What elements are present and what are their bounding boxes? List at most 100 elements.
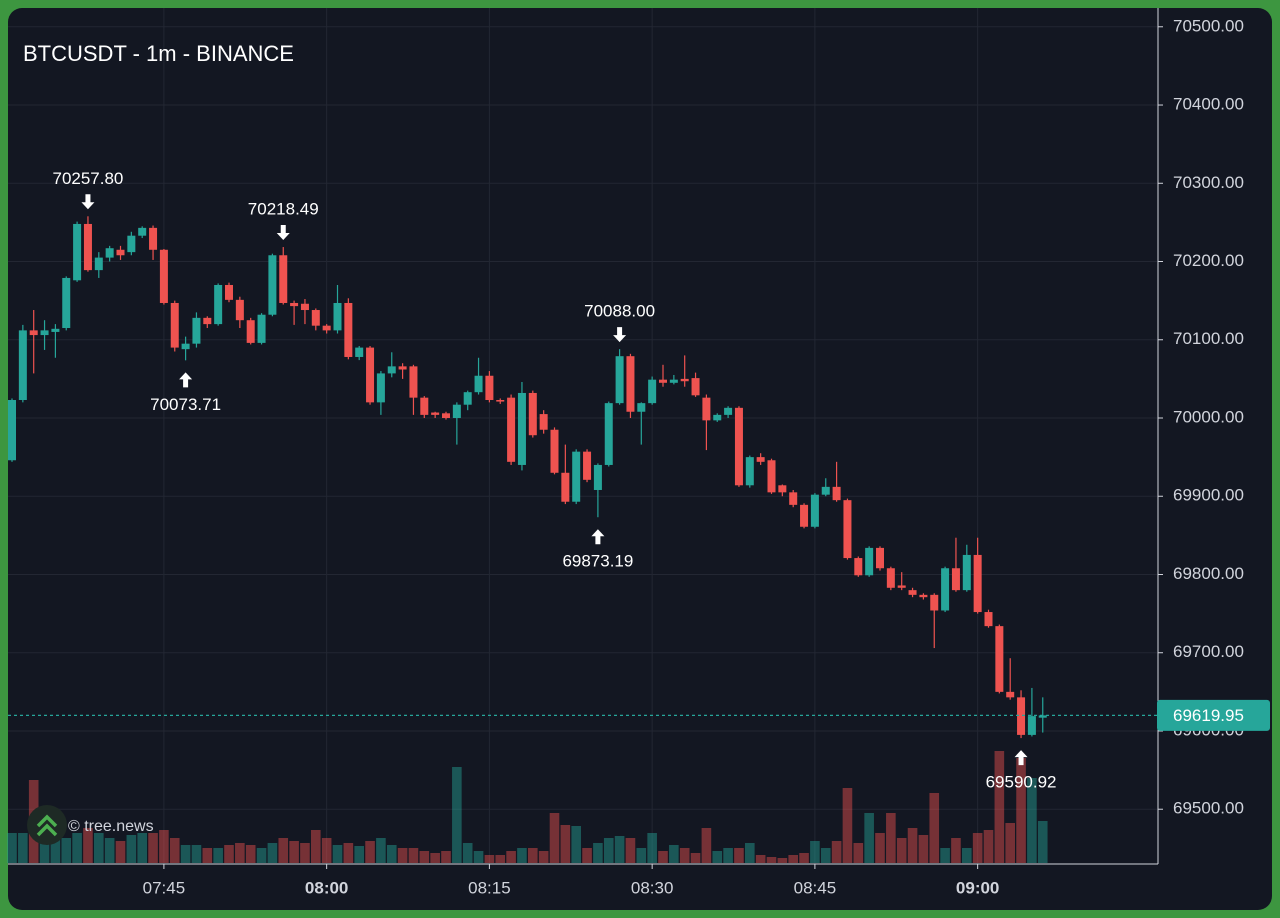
volume-bar <box>473 851 484 863</box>
volume-bar <box>734 848 744 863</box>
candle-body <box>854 558 863 576</box>
volume-bar <box>126 835 137 863</box>
volume-bar <box>788 855 798 863</box>
volume-bar <box>940 848 950 863</box>
volume-bar <box>918 835 929 863</box>
candle-body <box>593 464 602 490</box>
volume-bar <box>213 848 223 863</box>
candle-body <box>702 397 711 421</box>
candle-body <box>29 330 38 336</box>
volume-bar <box>18 833 28 863</box>
high-label: 70088.00 <box>584 302 655 321</box>
candle-body <box>149 227 158 250</box>
candle-body <box>333 302 342 331</box>
candle-body <box>832 486 841 501</box>
high-arrow <box>81 194 95 210</box>
candle-body <box>843 500 852 559</box>
volume-bar <box>614 836 625 863</box>
candle-body <box>734 407 743 486</box>
volume-bar <box>137 833 147 863</box>
volume-bar <box>636 848 647 863</box>
candle-body <box>1027 716 1036 735</box>
volume-bar <box>603 838 614 863</box>
candle-body <box>1038 715 1047 718</box>
volume-bar <box>755 855 766 863</box>
candle-body <box>268 255 277 315</box>
volume-bar <box>104 838 115 863</box>
volume-bar <box>994 751 1005 863</box>
candle-body <box>496 400 505 402</box>
candle-body <box>127 235 136 253</box>
volume-bar <box>83 828 93 863</box>
volume-bar <box>951 838 961 863</box>
candle-body <box>626 356 635 412</box>
candle-body <box>398 366 407 370</box>
candle-body <box>138 227 147 236</box>
candle-body <box>756 457 765 462</box>
volume-bar <box>875 833 885 863</box>
volume-bar <box>647 833 657 863</box>
volume-bar <box>180 845 191 863</box>
volume-bar <box>256 848 267 863</box>
volume-bar <box>300 843 310 863</box>
candle-body <box>962 554 971 591</box>
volume-bar <box>745 843 755 863</box>
candle-body <box>930 594 939 611</box>
candle-body <box>528 392 537 436</box>
candle-body <box>300 303 309 311</box>
volume-bar <box>7 833 17 863</box>
candle-body <box>637 403 646 412</box>
candle-body <box>214 284 223 325</box>
candle-body <box>973 554 982 613</box>
volume-bar <box>962 848 972 863</box>
candle-body <box>583 451 592 480</box>
y-tick-label: 69700.00 <box>1173 642 1244 661</box>
candle-body <box>550 429 559 473</box>
candle-body <box>62 277 71 329</box>
volume-bar <box>321 838 332 863</box>
candle-body <box>865 547 874 576</box>
low-arrow <box>179 372 193 388</box>
candle-body <box>669 379 678 383</box>
candle-body <box>604 403 613 465</box>
volume-bar <box>235 843 245 863</box>
volume-bar <box>669 845 679 863</box>
volume-bar <box>560 825 571 863</box>
volume-bar <box>1027 778 1037 863</box>
candle-body <box>680 378 689 382</box>
volume-bar <box>712 851 723 863</box>
low-arrow <box>591 529 605 545</box>
last-price-label: 69619.95 <box>1173 706 1244 725</box>
volume-bar <box>929 793 940 863</box>
candle-body <box>257 314 266 343</box>
candle-body <box>984 612 993 627</box>
candle-body <box>897 585 906 588</box>
high-label: 70257.80 <box>52 169 123 188</box>
watermark-icon <box>36 814 58 837</box>
volume-bar <box>1005 823 1015 863</box>
candle-body <box>539 414 548 430</box>
candle-body <box>181 343 190 350</box>
candle-body <box>615 356 624 404</box>
candle-body <box>159 249 168 303</box>
candle-body <box>73 223 82 281</box>
volume-bar <box>571 826 581 863</box>
volume-bar <box>810 841 820 863</box>
x-tick-label: 08:15 <box>468 878 511 897</box>
candle-body <box>876 547 884 569</box>
candle-body <box>420 397 429 415</box>
candle-body <box>116 249 125 256</box>
y-tick-label: 70300.00 <box>1173 173 1244 192</box>
candle-body <box>908 590 917 595</box>
candle-body <box>810 494 819 527</box>
volume-bar <box>886 813 896 863</box>
candle-body <box>561 472 570 502</box>
volume-bar <box>397 848 408 863</box>
candle-body <box>724 407 733 415</box>
candle-body <box>886 568 895 588</box>
candle-body <box>170 302 179 348</box>
candle-body <box>94 257 103 271</box>
volume-bar <box>484 855 495 863</box>
volume-bar <box>528 848 538 863</box>
